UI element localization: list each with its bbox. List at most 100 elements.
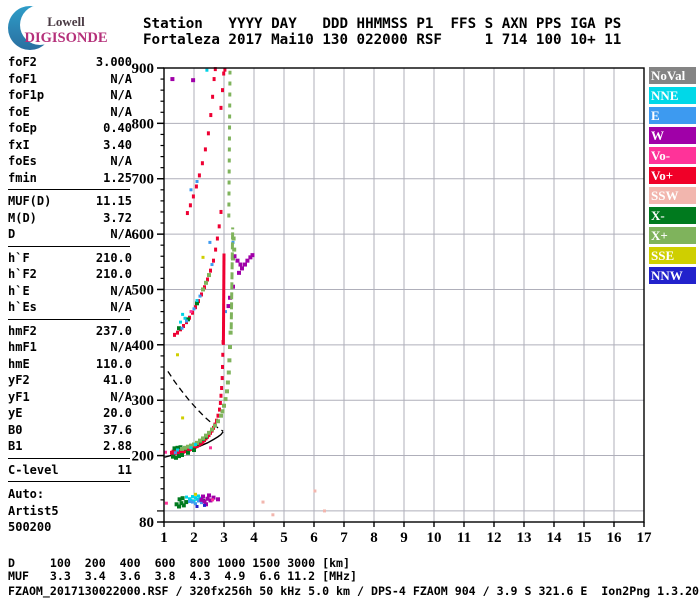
o-trace-2nd-hop-red-echo (200, 292, 203, 297)
w-purple-dots-echo (207, 493, 211, 498)
o-trace-3rd-hop-red-echo (194, 184, 198, 189)
param-value: 37.6 (103, 422, 132, 437)
x-axis-tick-label: 8 (370, 530, 378, 546)
e-blue-dots-echo (194, 502, 197, 506)
e-blue-dots-echo (197, 499, 200, 503)
parameter-panel: foF2 3.000 foF1 N/A foF1p N/A foE N/A foEp 0.40 fx… (8, 54, 132, 536)
x-minus-dark-green-echo (180, 453, 184, 458)
o-trace-2nd-hop-red-echo (194, 305, 197, 310)
o-trace-1st-hop-red-echo (219, 393, 223, 398)
vo-minus-pink-dots-echo (211, 498, 215, 502)
x-axis-tick-label: 2 (190, 530, 198, 546)
param-value: N/A (110, 300, 132, 314)
x-plus-light-green-echo (201, 436, 205, 441)
param-label: D (8, 227, 16, 241)
x-trace-upper-dashes (227, 70, 232, 218)
o-trace-1st-hop-red-echo (207, 433, 211, 438)
x-plus-light-green-echo (228, 330, 233, 335)
sse-yellow-dots-echo (181, 416, 185, 420)
x-axis-tick-label: 14 (547, 530, 563, 546)
param-row: M(D) 3.72 (8, 210, 132, 227)
param-value: N/A (110, 283, 132, 298)
x-axis-tick-label: 7 (340, 530, 348, 546)
param-divider (8, 318, 130, 320)
e-blue-dots-echo (180, 326, 184, 330)
nne-cyan-dots-echo (205, 68, 209, 72)
param-label: hmF1 (8, 340, 37, 354)
w-purple-dots-echo (205, 496, 210, 501)
y-axis-tick-label: 80 (139, 515, 154, 531)
x-minus-dark-green-echo (174, 502, 179, 507)
o-trace-3rd-hop-red-echo (206, 131, 210, 136)
param-row: foEs N/A (8, 153, 132, 170)
param-value: 3.40 (103, 137, 132, 152)
param-label: foF1p (8, 88, 45, 102)
x-minus-dark-green-echo (186, 317, 190, 322)
w-purple-dots-echo (240, 266, 244, 271)
autoscale-info: Auto: Artist5 500200 (8, 486, 132, 536)
x-axis-tick-label: 1 (160, 530, 168, 546)
x-plus-light-green-echo (195, 440, 199, 445)
legend-label: E (651, 108, 660, 123)
param-row: yF2 41.0 (8, 372, 132, 389)
x-plus-light-green-echo (222, 403, 226, 408)
param-value: 11.15 (95, 194, 132, 208)
x-plus-light-green-echo (220, 409, 225, 414)
param-label: h`F (8, 250, 30, 265)
e-blue-dots-echo (208, 240, 212, 244)
logo-arc-icon (8, 5, 60, 50)
nne-cyan-dots-echo (197, 494, 200, 498)
x-plus-light-green-echo (186, 444, 190, 449)
autoscale-line: Auto: (8, 487, 45, 501)
param-value: 3.000 (95, 55, 132, 69)
legend-label: SSE (651, 248, 675, 263)
o-trace-asymptote (221, 253, 226, 345)
logo-lowell: Lowell (47, 14, 85, 29)
o-trace-2nd-hop-red-echo (215, 236, 219, 241)
nne-cyan-dots-echo (181, 312, 185, 316)
x-plus-light-green-echo (204, 280, 208, 285)
x-axis-tick-label: 13 (517, 530, 532, 546)
param-value: N/A (110, 71, 132, 86)
param-divider (8, 189, 130, 190)
x-minus-dark-green-echo (171, 454, 175, 459)
o-trace-2nd-hop-red-echo (214, 247, 218, 252)
legend-item: E (649, 107, 696, 124)
param-row: MUF(D) 11.15 (8, 193, 132, 210)
sse-yellow-dots-echo (194, 492, 197, 496)
legend-item: X+ (649, 227, 696, 244)
x-axis-tick-label: 4 (250, 530, 258, 546)
x-axis-tick-label: 15 (577, 530, 592, 546)
o-trace-2nd-hop-red-echo (219, 209, 223, 214)
x-plus-light-green-echo (219, 413, 223, 418)
param-value: 11 (117, 462, 132, 477)
o-trace-3rd-hop-red-echo (222, 71, 226, 76)
w-purple-dots-echo (216, 497, 220, 502)
x-axis-tick-label: 11 (457, 530, 471, 546)
w-purple-dots-echo (228, 295, 232, 300)
y-axis-tick-label: 200 (132, 449, 155, 465)
legend-item: X- (649, 207, 696, 224)
y-axis-tick-label: 600 (132, 227, 155, 243)
o-trace-3rd-hop-red-echo (185, 211, 189, 216)
x-plus-light-green-echo (201, 287, 205, 292)
x-plus-light-green-echo (213, 423, 217, 428)
o-trace-2nd-hop-red-echo (206, 277, 209, 282)
w-purple-dots-echo (226, 304, 231, 309)
o-trace-1st-hop-red-echo (218, 407, 221, 412)
w-purple-dots-echo (199, 497, 204, 502)
x-plus-light-green-echo (216, 419, 220, 424)
w-purple-dots-echo (170, 77, 175, 82)
y-axis-tick-label: 900 (132, 61, 155, 77)
param-value: N/A (110, 154, 132, 168)
param-row: D N/A (8, 226, 132, 243)
x-plus-light-green-echo (183, 445, 187, 450)
param-divider (8, 457, 130, 459)
footer-muf-row: MUF 3.3 3.4 3.6 3.8 4.3 4.9 6.6 11.2 [MH… (8, 569, 358, 583)
param-value: 3.72 (103, 210, 132, 225)
w-purple-dots-echo (208, 498, 213, 503)
x-minus-dark-green-echo (181, 503, 186, 508)
param-label: B0 (8, 422, 23, 437)
o-trace-2nd-hop-red-echo (176, 330, 179, 335)
vo-minus-pink-dots-echo (189, 310, 193, 314)
